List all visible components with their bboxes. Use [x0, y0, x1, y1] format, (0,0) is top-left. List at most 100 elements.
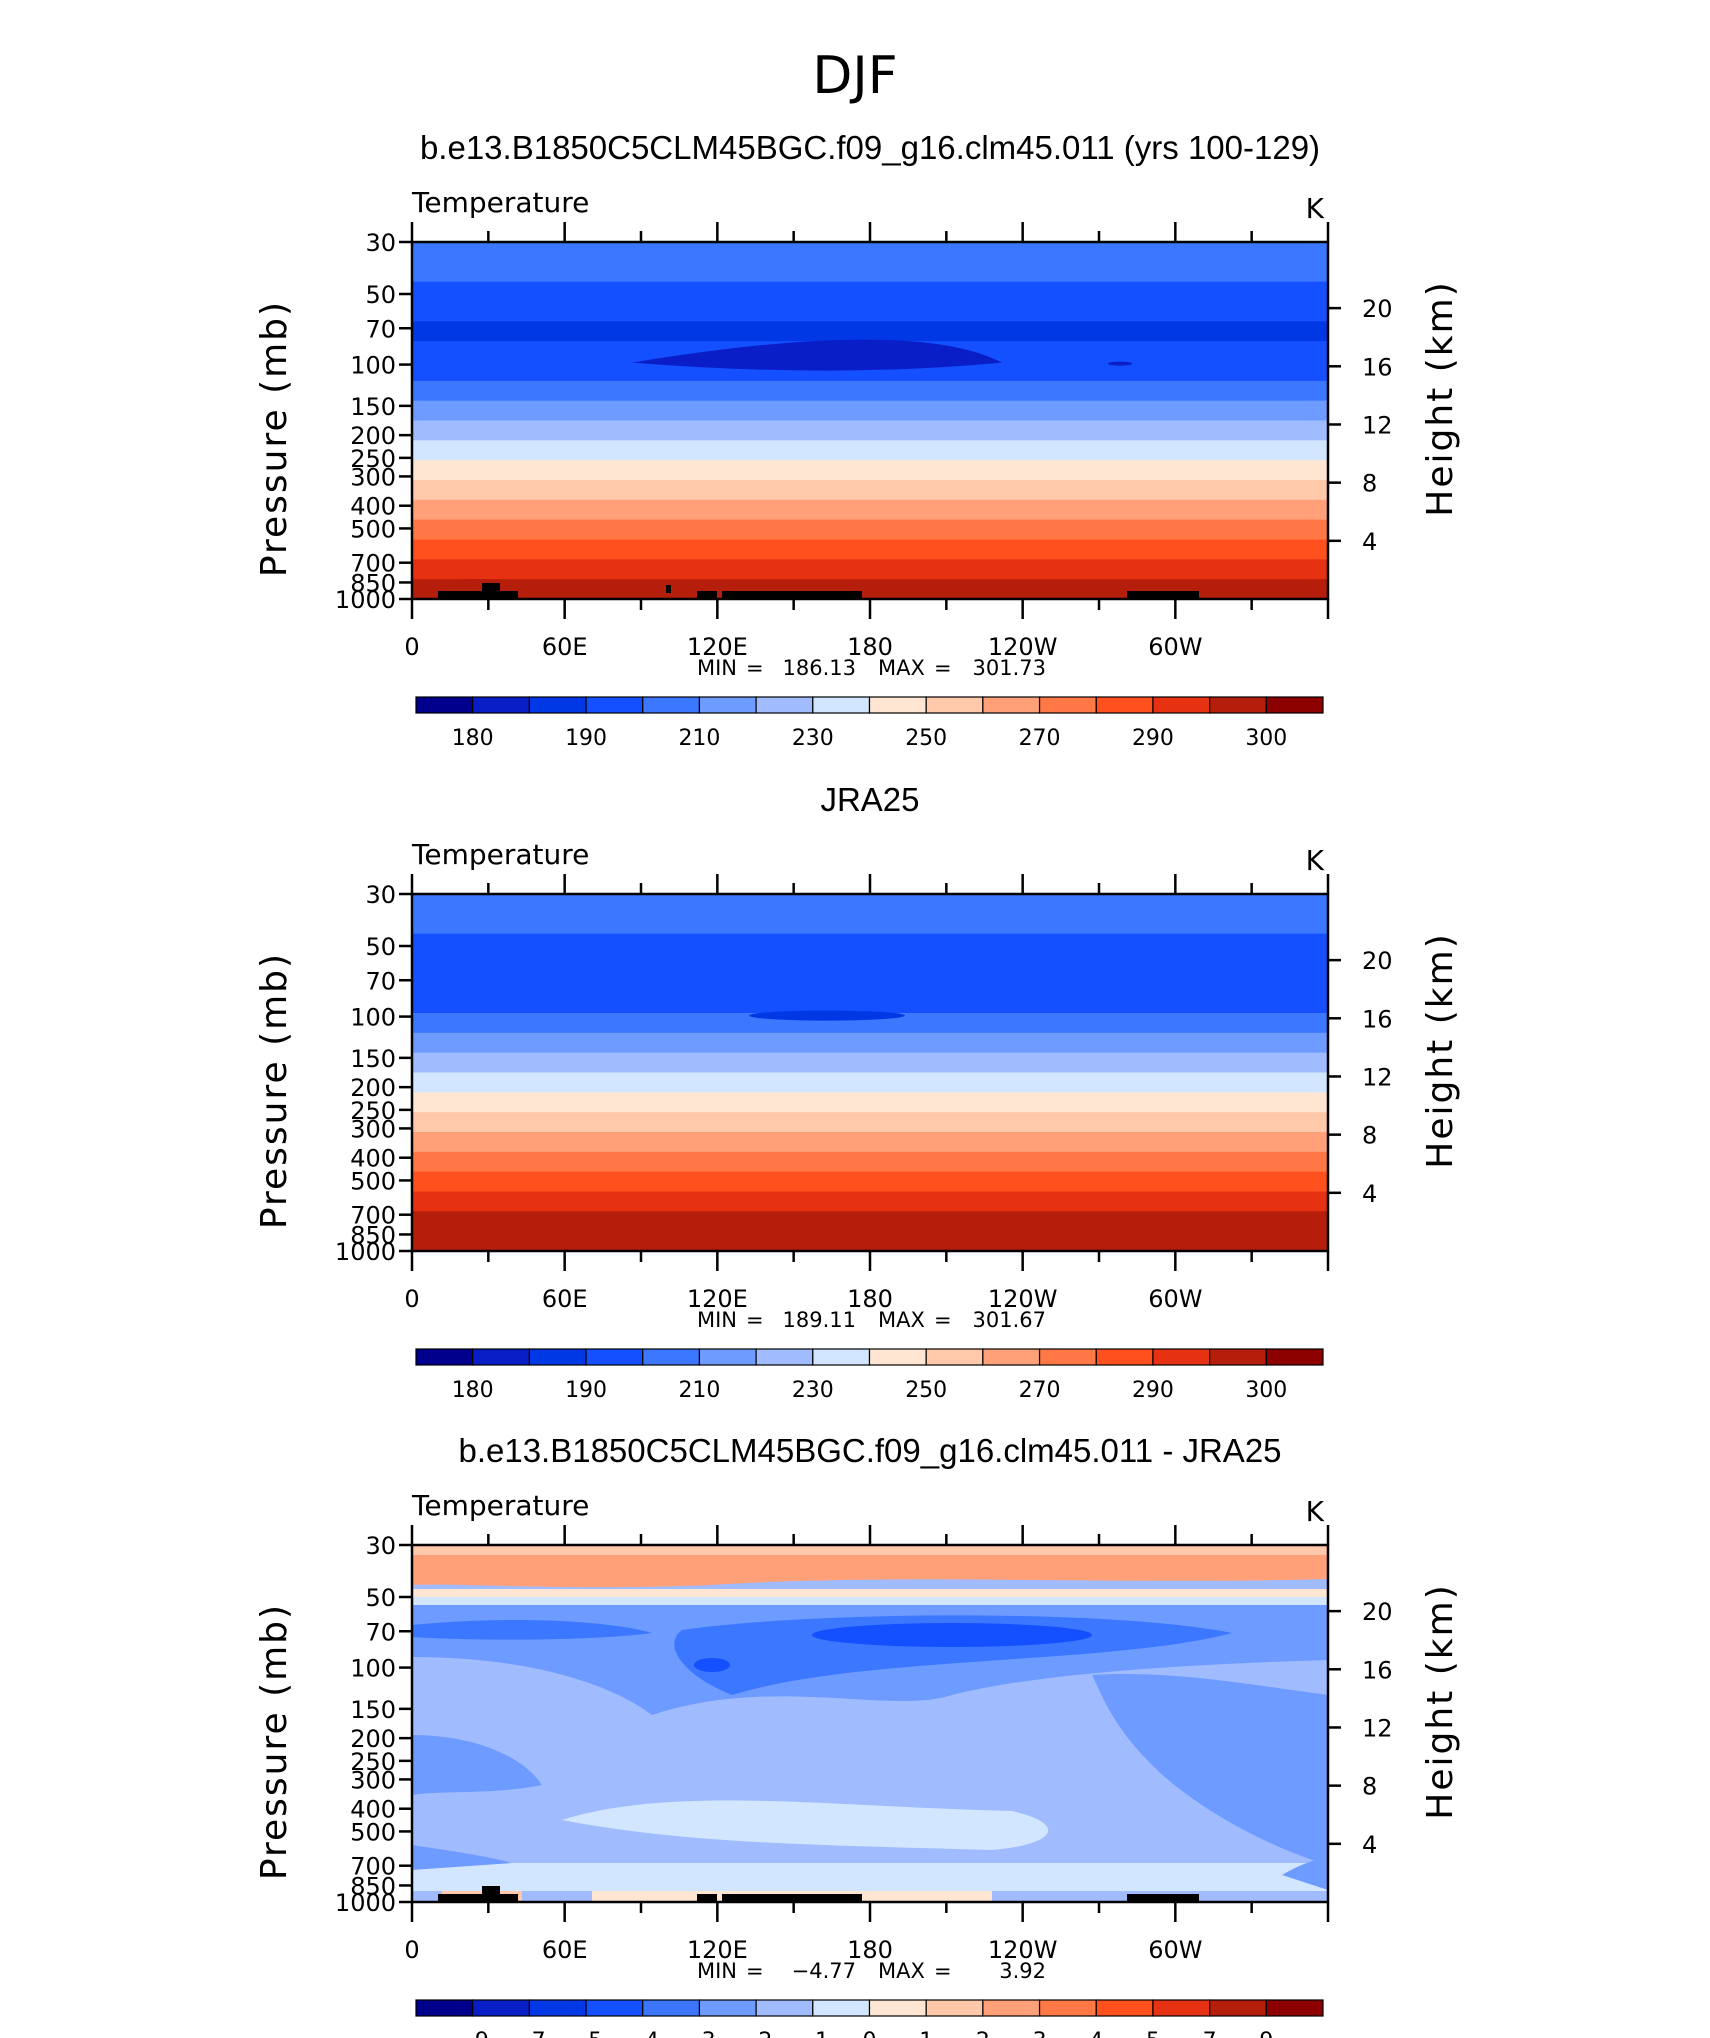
colorbar-swatch — [812, 1999, 871, 2017]
colorbar-swatch — [415, 1999, 474, 2017]
colorbar-swatch — [925, 696, 984, 714]
equals-sign: = — [934, 1959, 952, 1983]
min-label: MIN — [697, 1308, 737, 1332]
pressure-tick-label: 700 — [350, 1853, 396, 1881]
pressure-tick-label: 30 — [365, 881, 396, 909]
lon-tick-label: 60W — [1148, 1936, 1202, 1964]
colorbar-swatch — [1209, 1348, 1267, 1366]
lon-tick-label: 120W — [988, 1285, 1058, 1313]
colorbar-label: 4 — [1089, 2029, 1103, 2038]
pressure-tick-label: 300 — [350, 1766, 396, 1794]
pressure-tick-label: 850 — [350, 569, 396, 597]
pressure-tick-label: 250 — [350, 1748, 396, 1776]
pressure-tick-label: 250 — [350, 1097, 396, 1125]
colorbar-swatch — [642, 696, 701, 714]
panel-2: 0 60E 120E 180 120W 60W3050701001502002503004… — [254, 781, 1461, 1403]
lon-tick-label: 60W — [1148, 1285, 1202, 1313]
colorbar-swatch — [642, 1348, 701, 1366]
colorbar-label: 300 — [1245, 726, 1287, 751]
land-mask — [722, 591, 862, 599]
lon-tick-label: 120W — [988, 1936, 1058, 1964]
colorbar-label: −7 — [513, 2029, 545, 2038]
colorbar-swatch — [528, 696, 587, 714]
warm-surface-region — [1112, 580, 1232, 591]
temperature-band — [412, 894, 1328, 916]
colorbar-swatch — [415, 696, 474, 714]
max-label: MAX — [878, 656, 925, 680]
diff-region — [412, 1619, 652, 1640]
height-tick-label: 12 — [1362, 1063, 1393, 1091]
diff-region — [694, 1658, 730, 1672]
colorbar-swatch — [1265, 1348, 1324, 1366]
pressure-tick-label: 70 — [365, 967, 396, 995]
colorbar-swatch — [925, 1999, 984, 2017]
height-tick-label: 20 — [1362, 947, 1393, 975]
max-value: 301.73 — [973, 656, 1046, 680]
temperature-band — [412, 242, 1328, 264]
land-mask — [722, 1894, 862, 1902]
colorbar-label: −3 — [683, 2029, 715, 2038]
temperature-band — [412, 361, 1328, 383]
lon-tick-label: 0 — [404, 1285, 419, 1313]
colorbar-swatch — [1209, 1999, 1267, 2017]
colorbar-swatch — [812, 1348, 871, 1366]
colorbar-swatch — [812, 696, 871, 714]
temperature-band — [412, 400, 1328, 422]
colorbar-swatch — [528, 1999, 587, 2017]
pressure-tick-label: 50 — [365, 281, 396, 309]
cold-core — [632, 339, 1002, 371]
colorbar-label: 210 — [678, 726, 720, 751]
contour-field — [412, 1545, 1328, 1902]
pressure-tick-label: 70 — [365, 1618, 396, 1646]
temperature-band — [412, 1052, 1328, 1074]
colorbar-swatch — [1095, 696, 1154, 714]
lon-tick-label: 60W — [1148, 633, 1202, 661]
temperature-band — [412, 1191, 1328, 1213]
height-tick-label: 16 — [1362, 1656, 1393, 1684]
pressure-tick-label: 500 — [350, 515, 396, 543]
temperature-band — [412, 321, 1328, 343]
colorbar-label: 0 — [863, 2029, 877, 2038]
pressure-tick-label: 500 — [350, 1818, 396, 1846]
temperature-band — [412, 993, 1328, 1015]
units-label: K — [1306, 1495, 1325, 1528]
colorbar-swatch — [528, 1348, 587, 1366]
pressure-tick-label: 100 — [350, 352, 396, 380]
pressure-tick-label: 300 — [350, 463, 396, 491]
pressure-tick-label: 150 — [350, 1696, 396, 1724]
land-mask — [666, 585, 671, 593]
diff-region — [562, 1800, 1049, 1850]
colorbar-swatch — [585, 1348, 644, 1366]
temperature-band — [412, 281, 1328, 303]
colorbar-swatch — [1152, 1348, 1211, 1366]
colorbar-label: −4 — [627, 2029, 659, 2038]
colorbar-swatch — [755, 1348, 814, 1366]
y-axis-title: Pressure (mb) — [254, 952, 295, 1229]
pressure-tick-label: 50 — [365, 1584, 396, 1612]
colorbar-swatch — [472, 1348, 530, 1366]
warm-surface-region — [1112, 1232, 1232, 1243]
lon-tick-label: 120E — [687, 633, 748, 661]
pressure-tick-label: 700 — [350, 550, 396, 578]
diff-region — [1282, 1858, 1328, 1890]
diff-band — [412, 1545, 1328, 1557]
panels: 0 60E 120E 180 120W 60W3050701001502002503004… — [254, 129, 1461, 2038]
diff-region — [412, 1845, 512, 1870]
temperature-band — [412, 953, 1328, 975]
colorbar-label: 250 — [905, 726, 947, 751]
pressure-tick-label: 1000 — [335, 1238, 396, 1266]
colorbar-swatch — [868, 1999, 927, 2017]
colorbar: −9 −7 −5 −4 −3 −2 −1 0 1 2 3 4 5 7 9 — [415, 1999, 1324, 2038]
lon-tick-label: 180 — [847, 633, 893, 661]
colorbar-label: −5 — [570, 2029, 602, 2038]
pressure-tick-label: 150 — [350, 1045, 396, 1073]
height-tick-label: 8 — [1362, 470, 1377, 498]
colorbar-label: 210 — [678, 1378, 720, 1403]
diff-band — [412, 1555, 1328, 1588]
min-value: 186.13 — [783, 656, 856, 680]
pressure-tick-label: 50 — [365, 933, 396, 961]
temperature-band — [412, 973, 1328, 995]
temperature-band — [412, 559, 1328, 581]
temperature-band — [412, 499, 1328, 521]
